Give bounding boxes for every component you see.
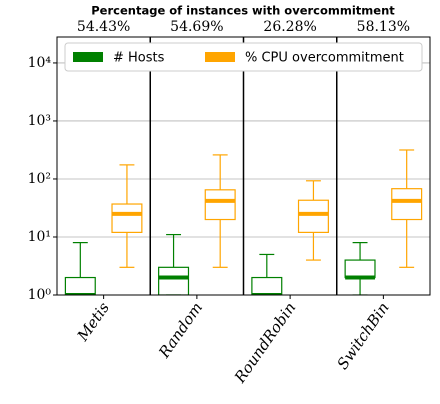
x-tick-label: Random [155, 299, 207, 362]
plot-frame [56, 36, 431, 296]
y-tick-label: 10⁴ [28, 55, 52, 71]
y-tick-label: 10³ [28, 113, 51, 129]
top-label: 54.69% [170, 19, 223, 35]
box-group [64, 242, 96, 295]
legend-box [64, 42, 423, 72]
top-label: 58.13% [357, 19, 410, 35]
x-tick-label: SwitchBin [333, 299, 392, 373]
box [391, 188, 423, 221]
x-tick-label: Metis [73, 299, 113, 345]
top-label: 26.28% [263, 19, 316, 35]
box-group [344, 242, 376, 295]
box [158, 266, 190, 295]
legend-label: % CPU overcommitment [245, 51, 404, 66]
box-group [251, 253, 283, 295]
box-group [297, 180, 329, 261]
legend-label: # Hosts [113, 51, 165, 66]
legend-swatch [73, 52, 103, 62]
y-tick-label: 10¹ [28, 229, 51, 245]
box [204, 189, 236, 221]
box-group [204, 154, 236, 268]
box [251, 276, 283, 295]
top-label: 54.43% [77, 19, 130, 35]
box [344, 259, 376, 279]
box [64, 276, 96, 295]
box [297, 199, 329, 233]
box-group [391, 149, 423, 268]
y-tick-label: 10² [28, 171, 51, 187]
box-group [158, 233, 190, 295]
legend-swatch [205, 52, 235, 62]
y-tick-label: 10⁰ [28, 287, 52, 303]
chart-title: Percentage of instances with overcommitm… [91, 4, 395, 18]
box-group [111, 164, 143, 268]
x-tick-label: RoundRobin [230, 299, 299, 387]
box [111, 203, 143, 233]
